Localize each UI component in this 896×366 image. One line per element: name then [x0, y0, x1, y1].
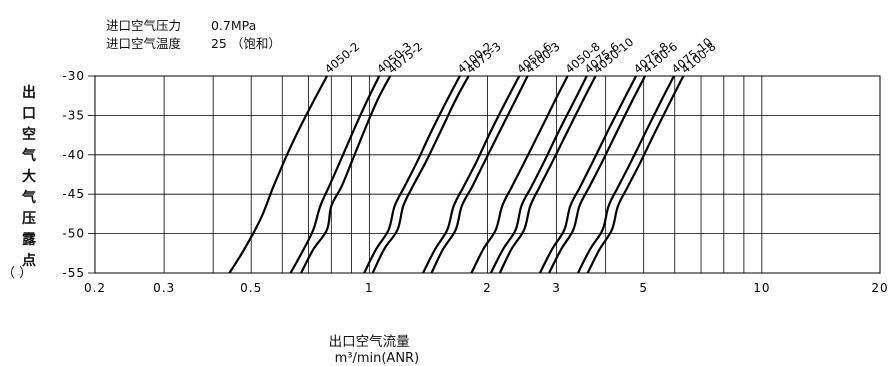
- x-tick-label: 0.5: [240, 281, 262, 295]
- y-axis-title-char: 出: [22, 85, 36, 101]
- y-tick-label: -50: [62, 227, 85, 241]
- x-tick-label: 0.2: [84, 281, 106, 295]
- series-curve: [470, 75, 569, 274]
- inlet-pressure-condition: 进口空气压力 0.7MPa: [98, 3, 256, 33]
- x-axis-title: 出口空气流量: [328, 334, 410, 350]
- y-axis-title-char: 空: [22, 127, 36, 143]
- y-tick-label: -55: [62, 266, 85, 280]
- series-curve: [371, 75, 470, 274]
- series-curve: [228, 75, 328, 274]
- series-curve: [548, 75, 647, 274]
- x-tick-label: 1: [365, 281, 374, 295]
- x-tick-label: 2: [483, 281, 492, 295]
- inlet-pressure-label: 进口空气压力: [105, 18, 181, 33]
- x-tick-label: 0.3: [153, 281, 175, 295]
- y-axis-title-char: 点: [22, 253, 36, 269]
- series-curve: [586, 75, 685, 274]
- series-curve: [300, 75, 392, 274]
- series-curve: [538, 75, 637, 274]
- series-curve: [576, 75, 675, 274]
- x-axis-unit: m³/min(ANR): [334, 351, 420, 366]
- x-tick-label: 5: [639, 281, 648, 295]
- x-tick-label: 20: [871, 281, 888, 295]
- series-curve: [289, 75, 381, 274]
- series-curve: [422, 75, 521, 274]
- y-axis-title-char: 压: [22, 211, 36, 227]
- series-curve: [430, 75, 529, 274]
- inlet-temperature-label: 进口空气温度: [105, 36, 181, 51]
- y-axis-title-char: 露: [22, 232, 36, 248]
- plot-frame: [94, 75, 881, 274]
- y-axis-title-char: 气: [22, 148, 36, 164]
- inlet-temperature-value: 25 （饱和）: [210, 36, 281, 51]
- x-tick-label: 10: [753, 281, 770, 295]
- y-tick-label: -40: [62, 148, 85, 162]
- y-tick-label: -35: [62, 108, 85, 122]
- y-axis-unit: （ ）: [2, 266, 33, 281]
- series-curve: [489, 75, 588, 274]
- y-tick-label: -30: [62, 69, 85, 83]
- series-curve: [498, 75, 597, 274]
- inlet-pressure-value: 0.7MPa: [210, 18, 257, 33]
- y-axis-title-char: 气: [22, 190, 36, 206]
- dew-point-chart: -30 -35 -40 -45 -50 -550.2 0.3 0.5 1 2 3 5 10 20 4050-…: [62, 35, 888, 295]
- inlet-temperature-condition: 进口空气温度 25 （饱和）: [98, 21, 281, 51]
- series-curve: [363, 75, 461, 274]
- x-tick-label: 3: [552, 281, 561, 295]
- y-axis-title-char: 口: [22, 106, 36, 122]
- y-tick-label: -45: [62, 187, 85, 201]
- y-axis-title-char: 大: [22, 169, 36, 185]
- series-label: 4050-2: [322, 39, 362, 76]
